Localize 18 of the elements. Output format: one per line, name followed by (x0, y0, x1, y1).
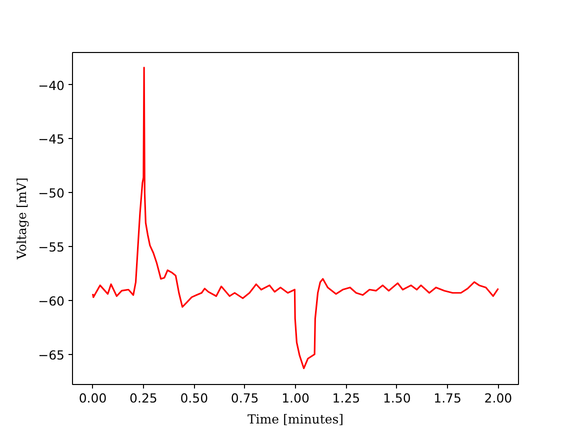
x-tick-label: 0.00 (78, 390, 107, 406)
y-tick-label: −40 (38, 78, 65, 93)
y-tick-label: −60 (38, 293, 65, 308)
x-tick-label: 1.50 (382, 390, 411, 406)
x-tick-label: 0.75 (230, 390, 259, 406)
y-tick-label: −55 (38, 240, 65, 255)
x-axis-title: Time [minutes] (247, 412, 344, 426)
x-tick-label: 1.25 (332, 390, 360, 406)
x-tick-label: 1.00 (282, 390, 310, 406)
y-tick-label: −50 (38, 186, 65, 201)
y-axis-title: Voltage [mV] (14, 178, 30, 260)
y-tick-label: −65 (38, 347, 65, 362)
x-tick-label: 0.25 (130, 390, 158, 406)
x-tick-label: 0.50 (180, 390, 208, 406)
x-tick-label: 2.00 (484, 390, 512, 406)
x-tick-label: 1.75 (434, 390, 462, 406)
y-tick-label: −45 (38, 132, 65, 147)
line-series (92, 66, 500, 370)
